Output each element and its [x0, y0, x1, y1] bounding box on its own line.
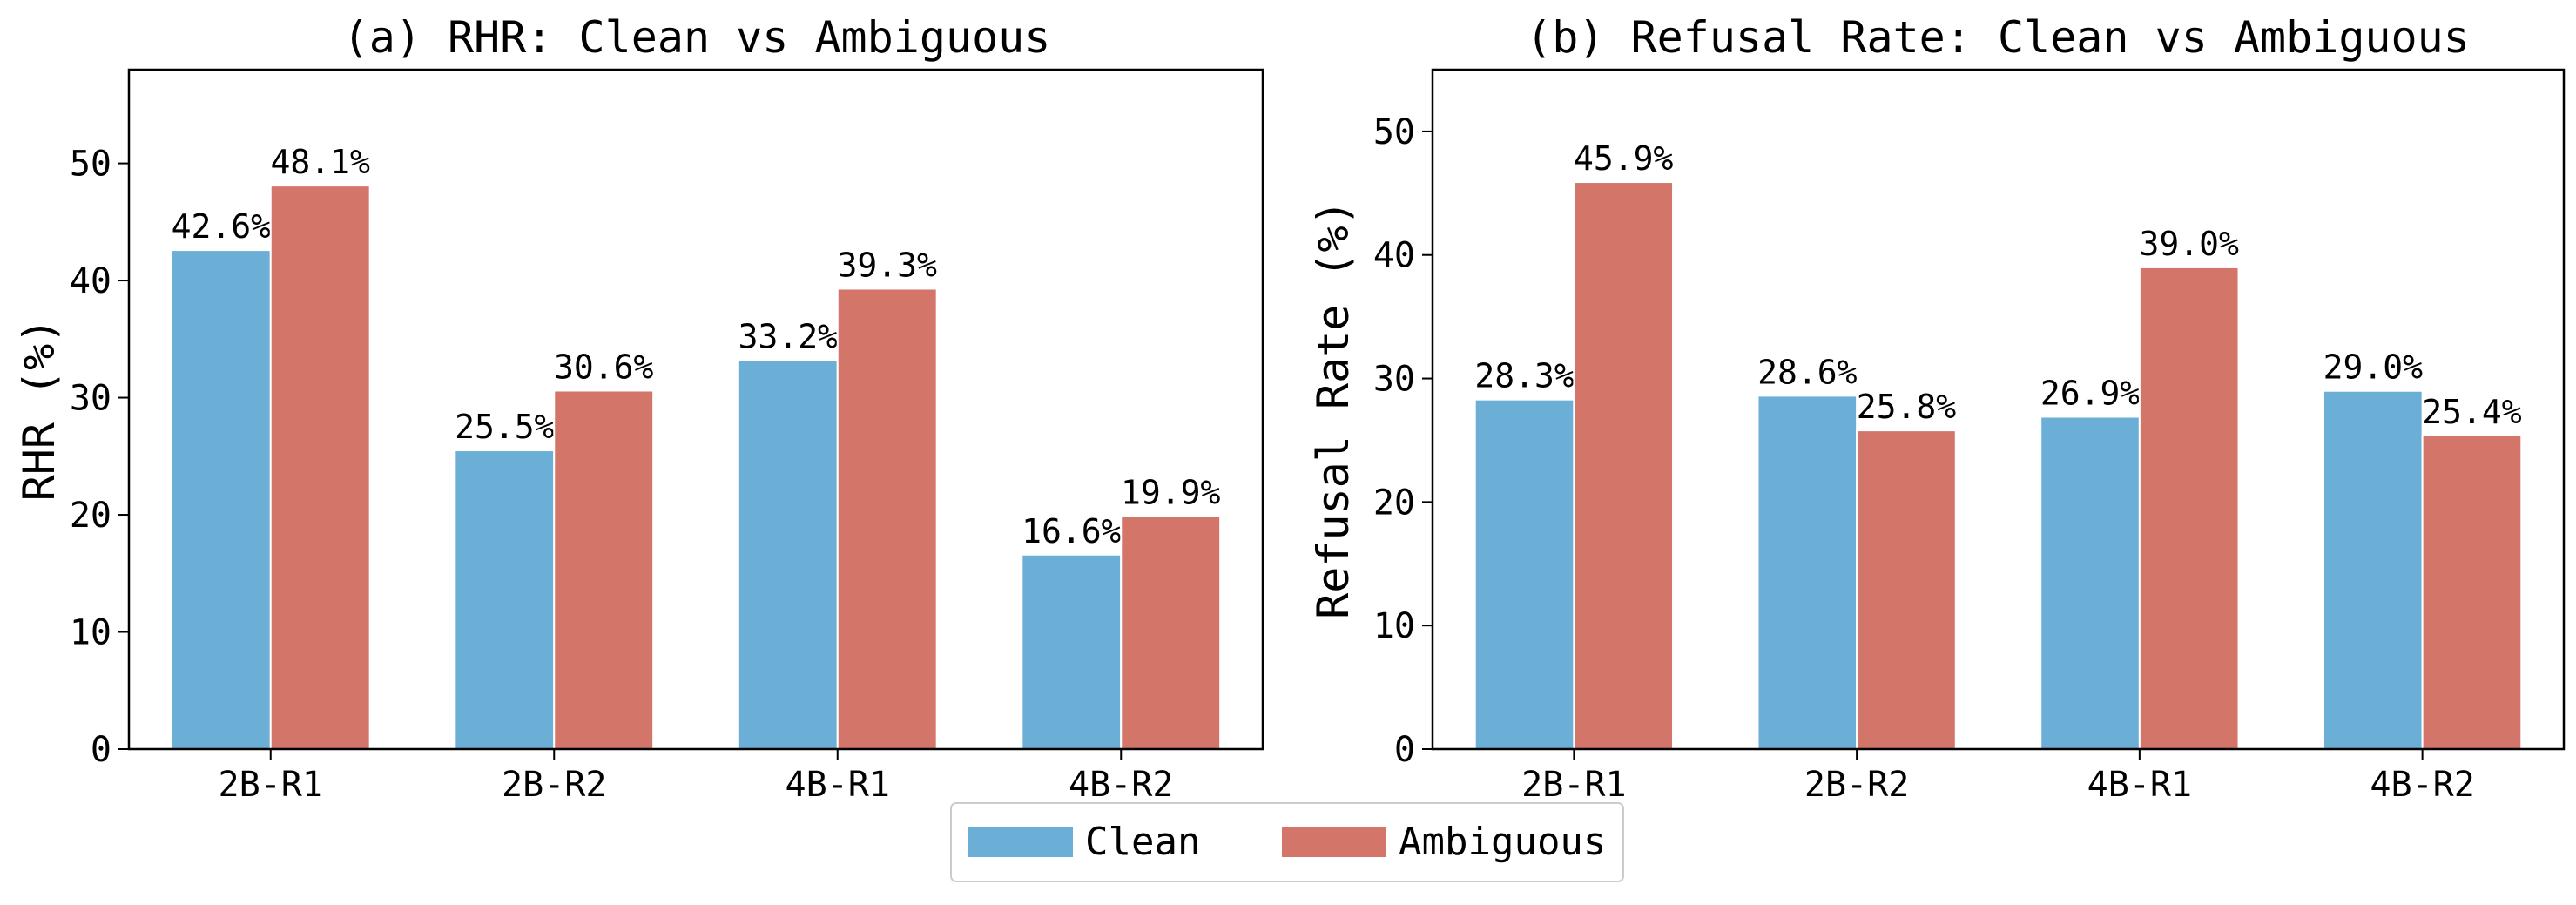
x-tick-label: 2B-R1 — [1521, 765, 1626, 805]
y-tick-label: 0 — [91, 730, 111, 770]
x-tick-label: 4B-R2 — [2370, 765, 2474, 805]
legend-swatch-clean — [968, 827, 1073, 857]
chart-title: (b) Refusal Rate: Clean vs Ambiguous — [1526, 12, 2470, 63]
data-label: 28.3% — [1474, 357, 1575, 395]
bar-clean-2b-r2 — [454, 449, 556, 750]
data-label: 39.0% — [2140, 225, 2240, 263]
bar-ambiguous-2b-r1 — [269, 185, 371, 750]
y-tick-label: 10 — [70, 613, 111, 653]
x-tick-label: 2B-R1 — [219, 765, 323, 805]
data-label: 19.9% — [1121, 473, 1221, 511]
bar-ambiguous-4b-r2 — [2421, 434, 2523, 750]
y-axis-label: Refusal Rate (%) — [1308, 199, 1359, 619]
data-label: 45.9% — [1574, 139, 1674, 178]
x-tick-label: 2B-R2 — [1804, 765, 1909, 805]
data-label: 28.6% — [1757, 353, 1858, 391]
data-label: 29.0% — [2323, 348, 2424, 387]
bar-clean-2b-r2 — [1757, 395, 1858, 750]
bar-ambiguous-4b-r2 — [1120, 515, 1222, 751]
chart-title: (a) RHR: Clean vs Ambiguous — [343, 12, 1051, 63]
x-tick-label: 4B-R2 — [1069, 765, 1173, 805]
y-tick-label: 40 — [70, 261, 111, 301]
plot-frame — [1431, 68, 2566, 751]
y-tick-label: 40 — [1373, 236, 1415, 276]
plot-frame — [127, 68, 1264, 751]
y-tick-label: 50 — [70, 145, 111, 185]
y-tick-label: 10 — [1373, 606, 1415, 646]
x-tick-label: 4B-R1 — [786, 765, 890, 805]
bar-ambiguous-2b-r2 — [553, 389, 655, 750]
y-tick-label: 30 — [1373, 360, 1415, 400]
bar-ambiguous-2b-r2 — [1856, 429, 1957, 750]
data-label: 25.8% — [1857, 388, 1957, 426]
legend: Clean Ambiguous — [950, 802, 1624, 882]
data-label: 30.6% — [554, 348, 654, 386]
y-tick-label: 20 — [70, 496, 111, 536]
data-label: 26.9% — [2040, 375, 2141, 413]
data-label: 39.3% — [838, 246, 938, 284]
legend-label-ambiguous: Ambiguous — [1399, 820, 1606, 864]
bar-ambiguous-4b-r1 — [836, 287, 938, 750]
y-tick-label: 30 — [70, 379, 111, 419]
y-axis-label: RHR (%) — [14, 318, 64, 502]
chart-rhr: (a) RHR: Clean vs Ambiguous RHR (%) 0 10 20 3… — [14, 12, 1264, 805]
y-tick-label: 0 — [1394, 730, 1415, 770]
bar-ambiguous-4b-r1 — [2138, 266, 2240, 750]
data-label: 33.2% — [738, 318, 839, 356]
bar-clean-4b-r2 — [1021, 553, 1123, 750]
legend-swatch-ambiguous — [1282, 827, 1386, 857]
bar-clean-4b-r1 — [737, 359, 839, 750]
data-label: 16.6% — [1022, 512, 1122, 550]
bar-clean-4b-r1 — [2040, 415, 2141, 750]
data-label: 42.6% — [172, 207, 272, 246]
bar-clean-2b-r1 — [170, 249, 272, 750]
data-label: 48.1% — [271, 143, 371, 181]
y-tick-label: 50 — [1373, 112, 1415, 152]
data-label: 25.5% — [455, 408, 555, 446]
y-tick-label: 20 — [1373, 483, 1415, 523]
bar-ambiguous-2b-r1 — [1573, 181, 1675, 750]
bar-clean-4b-r2 — [2322, 389, 2424, 750]
x-tick-label: 2B-R2 — [502, 765, 606, 805]
legend-label-clean: Clean — [1085, 820, 1200, 864]
chart-refusal-rate: (b) Refusal Rate: Clean vs Ambiguous Refu… — [1308, 12, 2566, 805]
data-label: 25.4% — [2422, 393, 2522, 431]
x-tick-label: 4B-R1 — [2087, 765, 2192, 805]
bar-clean-2b-r1 — [1473, 398, 1575, 750]
